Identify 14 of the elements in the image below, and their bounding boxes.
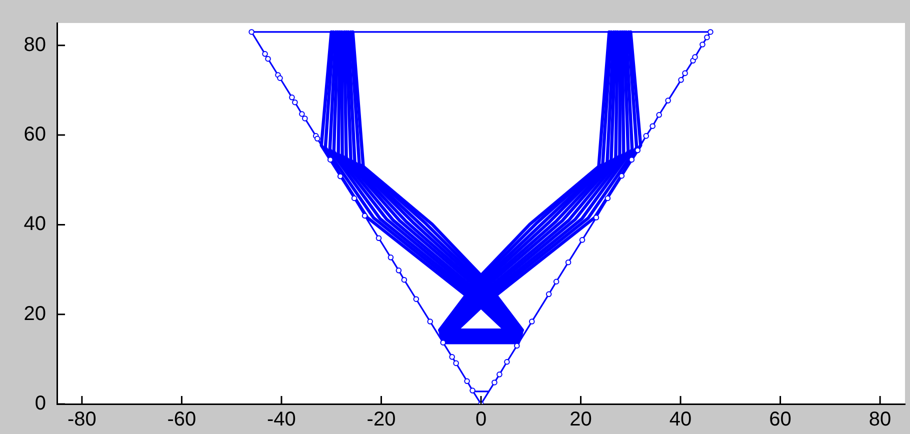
x-tick-label: -60	[167, 408, 196, 431]
x-tick-label: -80	[67, 408, 96, 431]
x-tick-label: 80	[868, 408, 892, 431]
x-tick-label: 20	[570, 408, 592, 431]
y-tick-label: 40	[24, 213, 46, 236]
x-tick-label: -20	[366, 408, 396, 431]
y-tick-label: 60	[24, 124, 46, 146]
x-tick-label: 0	[475, 408, 487, 431]
x-tick-label: -40	[267, 408, 296, 431]
y-tick-label: 20	[24, 302, 46, 325]
y-tick-label: 0	[34, 392, 46, 415]
y-tick-label: 80	[24, 34, 46, 56]
x-tick-label: 40	[669, 408, 692, 431]
x-tick-label: 60	[769, 408, 792, 431]
